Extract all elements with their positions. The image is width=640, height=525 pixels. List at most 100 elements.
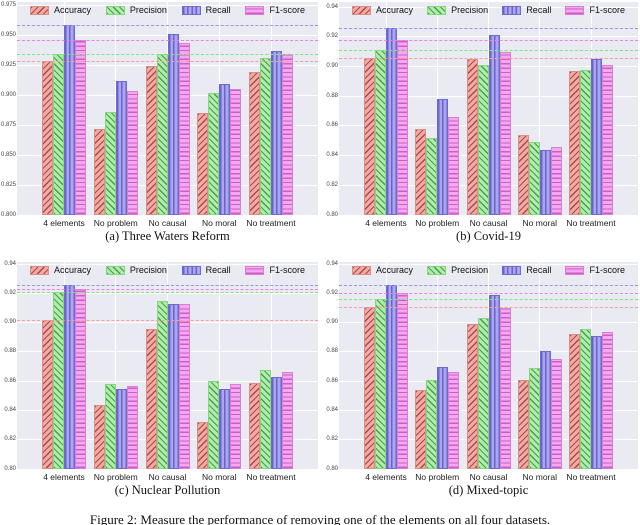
bar-recall [488,294,500,469]
bar-f1-score [602,65,613,215]
x-tick-label: No treatment [566,472,616,482]
bar-accuracy [569,334,580,469]
bar-precision [375,50,386,215]
bar-f1-score [448,372,460,469]
bar-recall [437,99,449,215]
y-gridline [339,214,638,216]
subplot-caption-a: (a) Three Waters Reform [105,229,230,243]
bar-f1-score [448,117,460,215]
legend-swatch-icon [427,5,447,15]
legend-swatch-icon [352,265,371,275]
bar-recall [167,33,179,215]
y-tick-label: 0.850 [0,151,16,158]
baseline-precision [339,50,638,52]
legend-item-accuracy: Accuracy [30,5,91,15]
legend-item-precision: Precision [427,5,488,15]
legend-swatch-icon [181,5,201,15]
bar-f1-score [282,54,293,215]
bar-precision [580,69,591,215]
subplot-caption-c: (c) Nuclear Pollution [114,483,221,497]
bar-accuracy [466,59,478,215]
legend-b: Accuracy Precision Recall F1-score [339,5,638,15]
legend-item-recall: Recall [502,5,551,15]
bar-precision [208,92,220,215]
bar-recall [219,84,231,215]
legend-label: Recall [205,265,231,275]
subplot-caption-b: (b) Covid-19 [456,229,521,243]
y-tick-label: 0.800 [0,211,16,218]
y-tick-label: 0.88 [326,348,338,355]
y-tick-label: 0.80 [4,465,16,472]
legend-label: Recall [205,5,231,15]
y-tick-label: 0.84 [326,152,338,159]
legend-label: Recall [526,265,552,275]
bar-accuracy [517,379,529,469]
x-tick-label: 4 elements [43,218,85,228]
bar-recall [219,388,231,469]
x-tick-label: 4 elements [365,472,407,482]
bar-precision [477,318,489,469]
bar-accuracy [145,328,157,469]
legend-swatch-icon [565,265,585,275]
y-tick-label: 0.86 [326,377,338,384]
bar-accuracy [415,390,427,469]
bar-f1-score [397,293,408,469]
legend-label: Precision [129,265,167,275]
bar-f1-score [126,91,138,215]
legend-item-accuracy: Accuracy [352,265,413,275]
legend-item-f1-score: F1-score [245,5,305,15]
bar-precision [375,299,386,469]
legend-label: Precision [129,5,167,15]
x-gridline [115,262,117,469]
bar-recall [271,376,282,469]
legend-item-precision: Precision [105,265,167,275]
legend-swatch-icon [105,265,125,275]
legend-label: Accuracy [54,265,92,275]
bar-recall [539,149,551,215]
y-tick-label: 0.90 [4,319,16,326]
x-tick-label: No problem [93,218,138,228]
x-tick-label: No problem [93,472,138,482]
legend-label: Accuracy [376,5,414,15]
bar-accuracy [93,128,105,215]
legend-item-precision: Precision [427,265,488,275]
y-tick-label: 0.82 [326,436,338,443]
y-tick-label: 0.90 [326,319,338,326]
baseline-precision [17,54,318,56]
x-tick-label: No causal [469,472,508,482]
bar-accuracy [364,306,375,469]
bar-accuracy [249,72,260,215]
bar-precision [528,368,540,469]
bar-precision [208,381,220,469]
bar-recall [115,80,127,215]
y-tick-label: 0.80 [326,211,338,218]
legend-label: Recall [526,5,552,15]
x-tick-label: 4 elements [43,472,85,482]
bar-accuracy [364,57,375,215]
bar-accuracy [517,134,529,215]
legend-label: Precision [451,265,489,275]
bar-f1-score [397,39,408,215]
bar-f1-score [178,43,190,215]
legend-item-f1-score: F1-score [565,5,625,15]
legend-item-precision: Precision [105,5,167,15]
legend-swatch-icon [352,5,371,15]
baseline-accuracy [17,61,318,63]
x-gridline [539,2,541,215]
x-tick-label: No treatment [566,218,616,228]
baseline-precision [339,299,638,301]
legend-swatch-icon [502,5,522,15]
y-tick-label: 0.92 [326,33,338,40]
y-gridline [17,468,318,470]
bar-accuracy [569,71,580,215]
legend-swatch-icon [245,265,265,275]
y-tick-label: 0.82 [326,181,338,188]
y-tick-label: 0.900 [0,91,16,98]
y-tick-label: 0.94 [326,260,338,267]
x-tick-label: No moral [202,472,237,482]
y-tick-label: 0.825 [0,181,16,188]
bar-recall [386,27,397,215]
bar-f1-score [230,384,242,469]
bar-accuracy [249,382,260,469]
